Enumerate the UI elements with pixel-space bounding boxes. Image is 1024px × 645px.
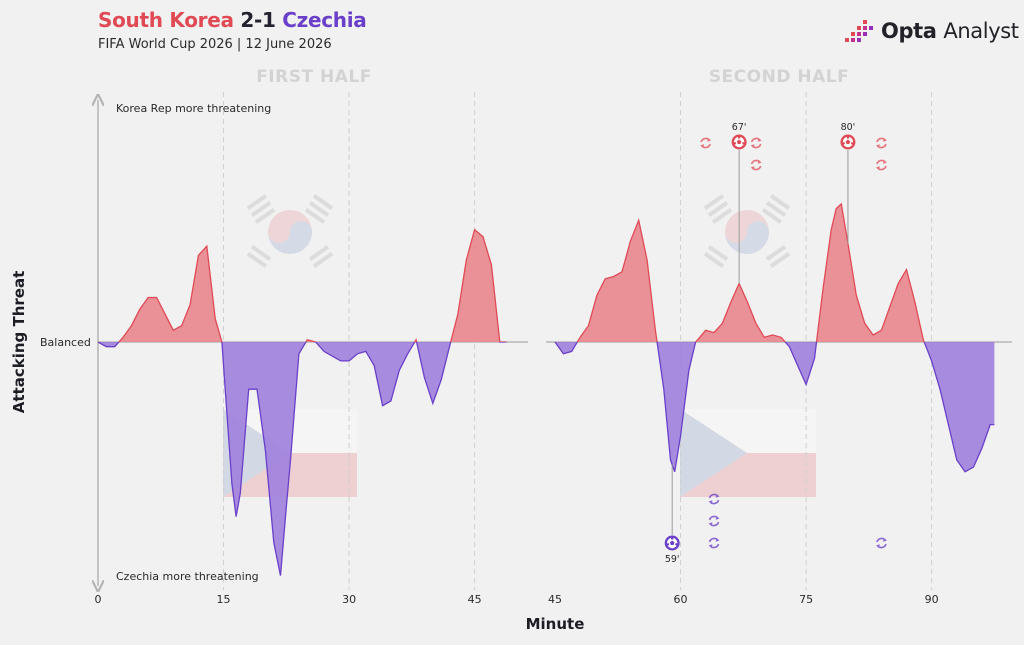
goal-ball-icon [731, 134, 747, 150]
plot-layer: 0 15 30 45 45 60 75 90 59' 67' 80' [95, 92, 1012, 606]
brand-light: Analyst [943, 19, 1019, 43]
korea-flag-watermark-2 [703, 194, 791, 268]
home-team-name: South Korea [98, 8, 234, 32]
brand-name: Opta Analyst [881, 19, 1019, 43]
match-title: South Korea 2-1 Czechia [98, 8, 367, 32]
x-tick-label: 45 [548, 593, 562, 606]
x-tick-label: 60 [674, 593, 688, 606]
goal-minute-label: 80' [841, 122, 856, 133]
x-tick-label: 45 [468, 593, 482, 606]
x-tick-label: 15 [217, 593, 231, 606]
away-team-name: Czechia [282, 8, 367, 32]
home-threat-line [98, 228, 507, 342]
czech-flag-watermark-2 [680, 409, 816, 497]
second-half-label: SECOND HALF [709, 67, 849, 87]
match-score: 2-1 [240, 8, 276, 32]
y-axis-title: Attacking Threat [10, 271, 28, 414]
x-tick-label: 75 [799, 593, 813, 606]
substitution-icon [708, 515, 720, 527]
opta-analyst-logo: Opta Analyst [845, 18, 1019, 44]
opta-logo-icon [845, 20, 873, 42]
substitution-icon [708, 537, 720, 549]
home-threat-line [555, 202, 925, 342]
goal-minute-label: 67' [732, 122, 747, 133]
goal-ball-icon [840, 134, 856, 150]
substitution-icon [708, 493, 720, 505]
brand-bold: Opta [881, 19, 937, 43]
top-threat-label: Korea Rep more threatening [116, 102, 271, 115]
substitution-icon [750, 137, 762, 149]
substitution-icon [750, 159, 762, 171]
home-threat-area [98, 229, 507, 342]
away-threat-area [98, 342, 507, 576]
substitution-icon [876, 137, 887, 149]
away-threat-line [97, 342, 507, 576]
korea-flag-watermark [246, 194, 334, 268]
substitution-icon [700, 137, 712, 149]
x-tick-label: 90 [925, 593, 939, 606]
x-tick-label: 30 [342, 593, 356, 606]
x-axis-title: Minute [526, 615, 585, 633]
home-threat-area [555, 203, 995, 342]
goal-minute-label: 59' [665, 554, 680, 565]
substitution-icon [876, 159, 887, 171]
first-half-label: FIRST HALF [256, 67, 372, 87]
x-tick-label: 0 [95, 593, 102, 606]
bottom-threat-label: Czechia more threatening [116, 570, 259, 583]
substitution-icon [876, 537, 887, 549]
goal-ball-icon [664, 535, 680, 551]
away-threat-area [555, 342, 995, 472]
match-subtitle: FIFA World Cup 2026 | 12 June 2026 [98, 37, 332, 52]
balanced-label: Balanced [40, 336, 91, 349]
